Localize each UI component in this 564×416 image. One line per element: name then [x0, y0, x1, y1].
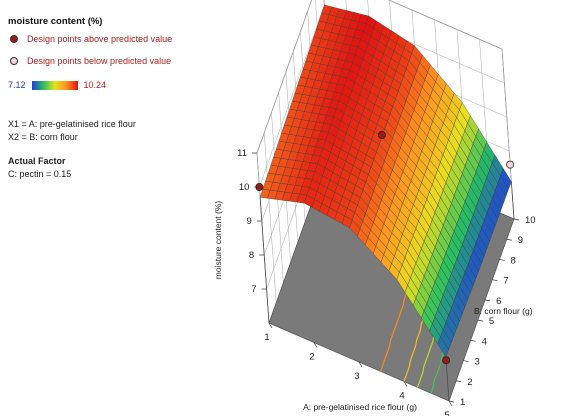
- x-tick-mark: [403, 381, 408, 387]
- y-tick-label: 8: [511, 255, 516, 266]
- y-tick-label: 5: [489, 316, 494, 327]
- x-tick-mark: [313, 342, 318, 348]
- grid-line: [388, 0, 503, 50]
- x-tick-label: 3: [354, 371, 359, 382]
- x-tick-mark: [358, 361, 363, 368]
- factor-x2: X2 = B: corn flour: [8, 132, 78, 142]
- y-tick-mark: [506, 238, 512, 241]
- x-axis-title: A: pre-gelatinised rice flour (g): [303, 402, 417, 412]
- z-tick-label: 7: [251, 284, 256, 295]
- z-tick-label: 9: [247, 216, 252, 227]
- y-tick-mark: [485, 299, 491, 302]
- color-scale-max: 10.24: [83, 80, 107, 90]
- legend-below-label: Design points below predicted value: [27, 56, 172, 66]
- y-tick-mark: [463, 360, 469, 362]
- y-tick-label: 6: [496, 296, 501, 307]
- y-tick-mark: [470, 339, 476, 342]
- x-tick-mark: [448, 400, 453, 407]
- z-axis-title: moisture content (%): [213, 201, 223, 280]
- y-tick-label: 4: [482, 336, 487, 347]
- y-tick-mark: [513, 218, 520, 221]
- z-tick-label: 10: [239, 182, 250, 193]
- legend-above-row: Design points above predicted value: [10, 34, 172, 44]
- z-tick-label: 8: [249, 250, 254, 261]
- color-gradient-bar: [31, 80, 78, 90]
- legend-title: moisture content (%): [8, 16, 103, 27]
- x-tick-label: 2: [309, 352, 314, 363]
- response-surface: [259, 4, 515, 402]
- x-tick-mark: [268, 322, 273, 329]
- y-tick-label: 10: [525, 215, 536, 226]
- y-tick-mark: [492, 279, 498, 282]
- z-tick-label: 11: [237, 148, 247, 159]
- design-point-above: [442, 356, 451, 365]
- legend-above-label: Design points above predicted value: [27, 34, 173, 44]
- grid-line: [256, 0, 312, 154]
- y-tick-mark: [456, 380, 462, 383]
- legend-below-row: Design points below predicted value: [10, 56, 171, 66]
- grid-line: [259, 4, 325, 188]
- y-tick-label: 9: [518, 235, 523, 246]
- above-point-swatch: [10, 35, 18, 43]
- y-tick-mark: [448, 400, 455, 403]
- y-tick-mark: [499, 259, 505, 261]
- grid-line: [263, 132, 277, 303]
- design-point-below: [506, 160, 515, 169]
- below-point-swatch: [10, 57, 18, 65]
- y-tick-label: 3: [474, 357, 479, 368]
- color-scale-min: 7.12: [8, 80, 26, 90]
- y-tick-mark: [477, 319, 483, 322]
- y-tick-label: 2: [467, 377, 472, 388]
- factor-x1: X1 = A: pre-gelatinised rice flour: [8, 119, 136, 129]
- x-tick-label: 4: [399, 391, 404, 402]
- x-tick-label: 1: [264, 332, 269, 343]
- x-tick-label: 5: [444, 410, 449, 416]
- surface-corner-edge: [511, 181, 515, 220]
- color-scale: 7.12 10.24: [8, 80, 106, 90]
- y-tick-label: 7: [503, 276, 508, 287]
- surface-patch: [437, 336, 449, 358]
- legend-panel: moisture content (%) Design points above…: [0, 0, 200, 200]
- design-point-above: [377, 130, 386, 139]
- y-tick-label: 1: [460, 397, 465, 408]
- y-axis-title: B: corn flour (g): [474, 306, 533, 316]
- actual-factor-value: C: pectin = 0.15: [8, 169, 72, 179]
- actual-factor-heading: Actual Factor: [8, 156, 66, 166]
- surface-corner-edge: [259, 197, 270, 324]
